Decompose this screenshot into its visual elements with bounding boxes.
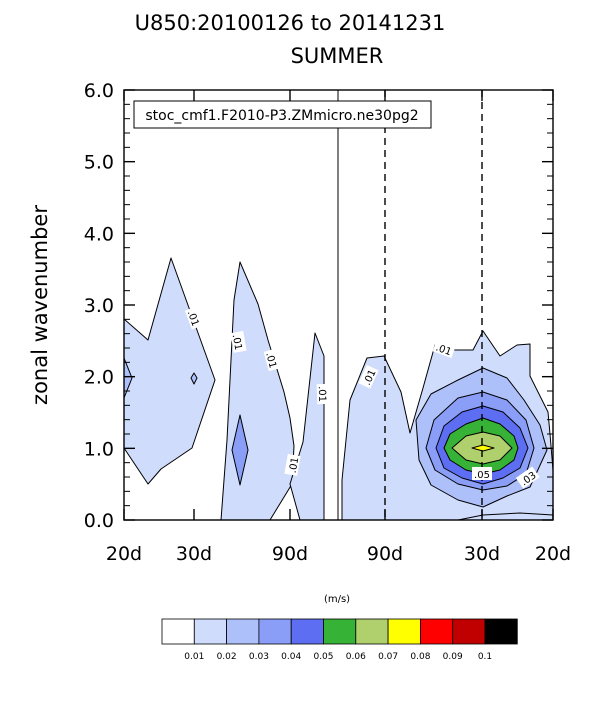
annotation-text: stoc_cmf1.F2010-P3.ZMmicro.ne30pg2: [145, 108, 418, 124]
contour-label: .01: [284, 453, 302, 476]
reference-lines: [337, 90, 483, 520]
contour-label-text: .01: [434, 343, 453, 359]
colorbar-tick-label: 0.02: [217, 652, 237, 662]
y-tick-label: 2.0: [84, 367, 114, 389]
contour-label-text: .01: [316, 386, 328, 402]
x-tick-label: 20d: [535, 543, 571, 565]
colorbar-swatch: [484, 618, 518, 645]
contour-label-bg: [230, 330, 247, 353]
contour-label-text: .01: [288, 456, 302, 474]
contour-label-bg: [263, 348, 282, 372]
chart-title: U850:20100126 to 20141231: [135, 11, 446, 35]
y-tick-label: 0.0: [84, 510, 114, 532]
contour-label-bg: [284, 453, 301, 476]
contour-labels: .01.01.01.01.01.01.01.05.03.01: [184, 306, 540, 489]
contour-label: .01: [230, 330, 247, 353]
contour-region-left-a: [123, 257, 216, 485]
colorbar-swatch: [452, 618, 486, 645]
contour-label-text: .01: [185, 309, 201, 328]
contour-bottom-strip: [457, 512, 554, 521]
y-tick-label: 6.0: [84, 80, 114, 102]
contour-label: .01: [432, 339, 456, 359]
colorbar-tick-label: 0.03: [249, 652, 269, 662]
colorbar-swatch: [355, 618, 389, 645]
colorbar-swatch: [161, 618, 195, 645]
colorbar-labels: 0.01 0.02 0.03 0.04 0.05 0.06 0.07 0.08 0.09 0.1: [184, 652, 492, 662]
contour-peak: [471, 444, 495, 452]
contour-label: .01: [184, 306, 204, 330]
contour-fills: [123, 257, 554, 521]
contour-region-left-b-inner: [231, 414, 249, 486]
contour-label-text: .01: [263, 351, 278, 369]
y-axis-label: zonal wavenumber: [28, 205, 52, 405]
units-label: (m/s): [324, 594, 350, 605]
contour-region-left-c: [289, 332, 325, 521]
contour-label-bg: [515, 466, 540, 489]
colorbar-tick-label: 0.1: [478, 652, 492, 662]
x-tick-label: 30d: [176, 543, 212, 565]
x-tick-label: 90d: [272, 543, 308, 565]
colorbar-tick-label: 0.05: [313, 652, 333, 662]
x-tick-label: 20d: [106, 543, 142, 565]
y-tick-label: 3.0: [84, 295, 114, 317]
x-tick-label: 30d: [464, 543, 500, 565]
colorbar-tick-label: 0.09: [443, 652, 463, 662]
colorbar-tick-label: 0.01: [184, 652, 204, 662]
x-axis: 20d 30d 90d 90d 30d 20d: [106, 90, 571, 565]
contour-label-bg: [472, 467, 492, 480]
y-axis: 0.0 1.0 2.0 3.0 4.0 5.0 6.0: [84, 80, 553, 532]
contour-region-left-dot: [190, 372, 198, 385]
contour-label-text: .05: [474, 470, 490, 481]
annotation-box: [133, 100, 432, 129]
colorbar-tick-label: 0.04: [281, 652, 301, 662]
colorbar-tick-label: 0.08: [410, 652, 430, 662]
colorbar: [161, 618, 518, 645]
y-tick-label: 4.0: [84, 223, 114, 245]
contour-label-bg: [358, 364, 379, 389]
colorbar-swatch: [323, 618, 357, 645]
contour-label: .01: [263, 348, 282, 372]
colorbar-swatch: [258, 618, 292, 645]
colorbar-swatch: [387, 618, 421, 645]
colorbar-swatch: [193, 618, 228, 645]
contour-label: .05: [472, 467, 492, 481]
contour-label: .01: [316, 383, 331, 405]
contour-label-text: .01: [230, 333, 244, 351]
colorbar-swatch: [226, 618, 260, 645]
y-tick-label: 5.0: [84, 152, 114, 174]
contour-label-bg: [432, 339, 456, 359]
chart-subtitle: SUMMER: [291, 44, 384, 68]
colorbar-tick-label: 0.06: [346, 652, 366, 662]
colorbar-swatch: [290, 618, 324, 645]
colorbar-swatch: [419, 618, 454, 645]
x-tick-label: 90d: [367, 543, 403, 565]
colorbar-tick-label: 0.07: [378, 652, 398, 662]
contour-label-bg: [316, 383, 331, 405]
contour-region-left-b: [220, 261, 295, 521]
y-tick-label: 1.0: [84, 438, 114, 460]
contour-label-bg: [184, 306, 204, 330]
